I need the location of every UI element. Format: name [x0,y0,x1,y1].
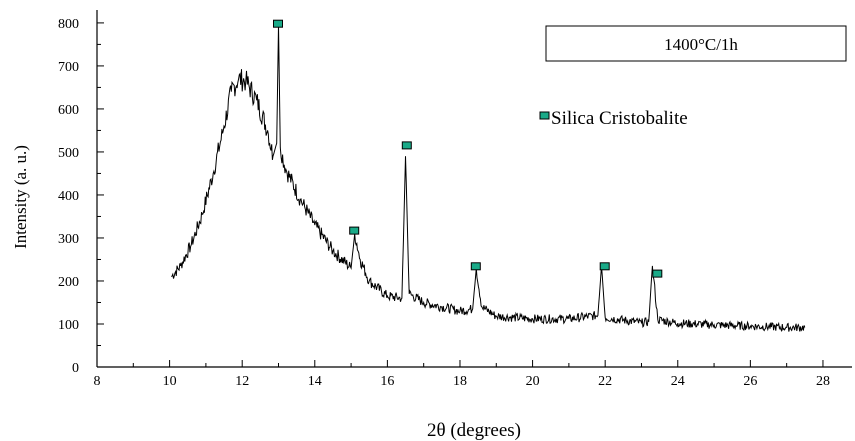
y-tick-label: 200 [58,275,79,290]
peak-marker-icon [652,269,663,278]
peak-marker-icon [349,226,360,235]
condition-box: 1400°C/1h [545,25,847,62]
x-tick-label: 14 [308,374,322,389]
y-tick-label: 400 [58,189,79,204]
x-tick-label: 28 [816,374,830,389]
x-tick-label: 22 [598,374,612,389]
x-tick-label: 20 [526,374,540,389]
x-tick-label: 12 [235,374,249,389]
peak-marker-icon [273,19,283,28]
xrd-curve [171,25,806,333]
x-tick-label: 8 [94,374,101,389]
x-tick-label: 16 [380,374,394,389]
y-tick-label: 700 [58,60,79,75]
y-tick-label: 500 [58,146,79,161]
legend-label: Silica Cristobalite [551,108,688,129]
y-tick-label: 300 [58,232,79,247]
peak-marker-icon [401,141,412,150]
y-tick-label: 600 [58,103,79,118]
x-tick-label: 24 [671,374,685,389]
x-axis-label: 2θ (degrees) [427,420,521,441]
axes: 8 10 12 14 16 18 20 22 24 26 28 0 100 200 300 400 500 600… [58,10,852,389]
y-tick-label: 100 [58,318,79,333]
peak-marker-icon [470,262,481,271]
condition-label: 1400°C/1h [664,35,738,54]
x-tick-label: 10 [163,374,177,389]
legend: Silica Cristobalite [539,108,688,129]
y-tick-label: 0 [72,361,79,376]
x-tick-label: 26 [743,374,757,389]
y-tick-label: 800 [58,17,79,32]
peak-marker-icon [599,262,610,271]
legend-marker-icon [539,111,550,120]
condition-box-frame [545,25,847,62]
x-tick-label: 18 [453,374,467,389]
peak-markers [273,19,663,278]
y-axis-label: Intensity (a. u.) [11,145,30,249]
